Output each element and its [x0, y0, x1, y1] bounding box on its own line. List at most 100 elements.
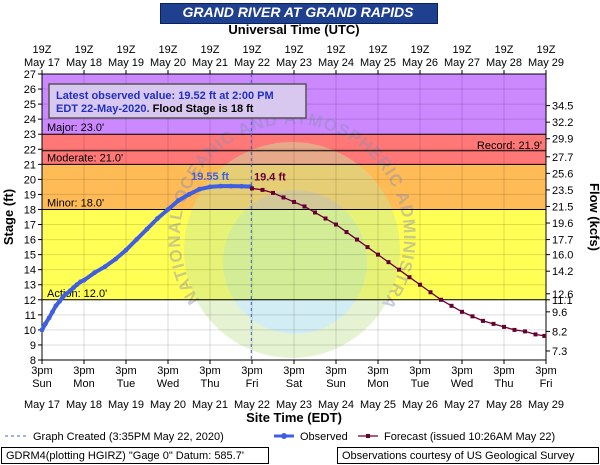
observed-point: [165, 207, 171, 212]
bottom-tick-label-hour: 3pm: [199, 365, 220, 377]
latest-value-box-frame: [48, 83, 307, 119]
y-tick-label-left: 18: [24, 204, 36, 216]
top-tick-label-hour: 19Z: [327, 44, 346, 56]
y-tick-label-right: 32.2: [552, 117, 573, 129]
forecast-point: [281, 195, 286, 200]
bottom-tick-label-hour: 3pm: [73, 365, 94, 377]
bottom-tick-label-day: Mon: [73, 378, 94, 390]
latest-value-box: Latest observed value: 19.52 ft at 2:00 …: [48, 83, 307, 119]
bottom-tick-label-day: Mon: [367, 378, 388, 390]
top-tick-label-date: May 29: [528, 57, 564, 69]
y-tick-label-left: 14: [24, 265, 36, 277]
y-right-axis-label: Flow (kcfs): [587, 183, 600, 251]
forecast-point: [250, 186, 254, 191]
forecast-point: [355, 237, 359, 242]
top-tick-label-hour: 19Z: [159, 44, 178, 56]
bottom-tick-label-hour: 3pm: [451, 365, 472, 377]
forecast-point: [344, 230, 349, 235]
y-tick-label-left: 16: [24, 235, 36, 247]
observed-point: [228, 183, 234, 189]
bottom-tick-label-hour: 3pm: [31, 365, 52, 377]
bottom-tick-label-day: Tue: [117, 378, 136, 390]
y-tick-label-left: 20: [24, 174, 36, 186]
stage-label-action: Action: 12.0': [47, 288, 107, 300]
top-tick-label-hour: 19Z: [411, 44, 430, 56]
observed-point: [46, 315, 52, 321]
top-tick-label-hour: 19Z: [75, 44, 94, 56]
forecast-point: [439, 297, 443, 302]
top-tick-label-date: May 19: [108, 57, 144, 69]
top-tick-label-date: May 24: [318, 57, 354, 69]
bottom-tick-label-date: May 28: [486, 399, 522, 411]
y-tick-label-right: 19.6: [552, 218, 573, 230]
y-tick-label-right: 34.5: [552, 101, 573, 113]
forecast-point: [260, 187, 265, 192]
y-tick-label-left: 21: [24, 159, 36, 171]
forecast-point: [533, 332, 538, 337]
observed-point: [207, 184, 213, 190]
y-tick-label-left: 22: [24, 144, 36, 156]
y-tick-label-left: 19: [24, 189, 36, 201]
y-tick-label-right: 8.2: [552, 326, 567, 338]
forecast-point: [407, 275, 412, 280]
forecast-point: [323, 216, 328, 221]
bottom-tick-label-date: May 23: [276, 399, 312, 411]
bottom-tick-label-hour: 3pm: [493, 365, 514, 377]
y-tick-label-right: 7.3: [552, 346, 567, 358]
top-tick-label-hour: 19Z: [369, 44, 388, 56]
observed-point: [39, 327, 45, 333]
y-tick-label-left: 17: [24, 220, 36, 232]
observed-point: [144, 226, 150, 232]
forecast-point: [523, 329, 527, 334]
top-tick-label-hour: 19Z: [285, 44, 304, 56]
bottom-tick-label-day: Sat: [286, 378, 303, 390]
observed-point: [186, 192, 192, 197]
bottom-tick-label-hour: 3pm: [115, 365, 136, 377]
forecast-point: [449, 303, 454, 308]
observed-point: [42, 321, 48, 327]
forecast-point: [376, 252, 380, 257]
observed-point: [102, 264, 108, 270]
observed-point: [113, 256, 118, 262]
y-tick-label-left: 9: [30, 340, 36, 352]
observed-point: [50, 309, 55, 315]
flood-band-action: [42, 209, 546, 300]
forecast-point: [271, 190, 275, 195]
bottom-tick-label-date: May 25: [360, 399, 396, 411]
bottom-tick-label-date: May 19: [108, 399, 144, 411]
y-tick-label-left: 13: [24, 280, 36, 292]
legend-observed-marker: [281, 433, 287, 439]
bottom-tick-label-hour: 3pm: [241, 365, 262, 377]
bottom-tick-label-date: May 17: [24, 399, 60, 411]
y-tick-label-right: 14.2: [552, 266, 573, 278]
stage-label-minor: Minor: 18.0': [47, 197, 104, 209]
observed-point: [197, 186, 202, 192]
bottom-tick-label-hour: 3pm: [535, 365, 556, 377]
observed-point: [53, 303, 59, 309]
y-tick-label-right: 11.1: [552, 295, 573, 307]
forecast-point: [460, 309, 464, 314]
forecast-point: [397, 267, 401, 272]
bottom-tick-label-date: May 20: [150, 399, 186, 411]
forecast-point: [502, 324, 506, 329]
forecast-point: [365, 245, 370, 250]
y-tick-label-left: 25: [24, 99, 36, 111]
y-tick-label-left: 11: [25, 310, 36, 322]
y-tick-label-right: 29.9: [552, 134, 573, 146]
top-tick-label-date: May 23: [276, 57, 312, 69]
watermark-disc: [184, 142, 400, 358]
y-tick-label-left: 15: [24, 250, 36, 262]
datum-footer: GDRM4(plotting HGIRZ) "Gage 0" Datum: 58…: [1, 447, 269, 464]
y-left-axis-label: Stage (ft): [1, 189, 16, 245]
observed-point: [74, 282, 80, 288]
top-tick-label-date: May 18: [66, 57, 102, 69]
observed-point: [176, 198, 181, 203]
y-tick-label-left: 8: [30, 355, 36, 367]
flood-stage-note: Flood Stage is 18 ft: [153, 103, 254, 115]
top-tick-label-hour: 19Z: [495, 44, 514, 56]
bottom-tick-label-day: Wed: [451, 378, 473, 390]
bottom-tick-label-hour: 3pm: [325, 365, 346, 377]
top-tick-label-hour: 19Z: [33, 44, 52, 56]
observed-point: [60, 294, 66, 300]
y-tick-label-right: 12.6: [552, 289, 573, 301]
